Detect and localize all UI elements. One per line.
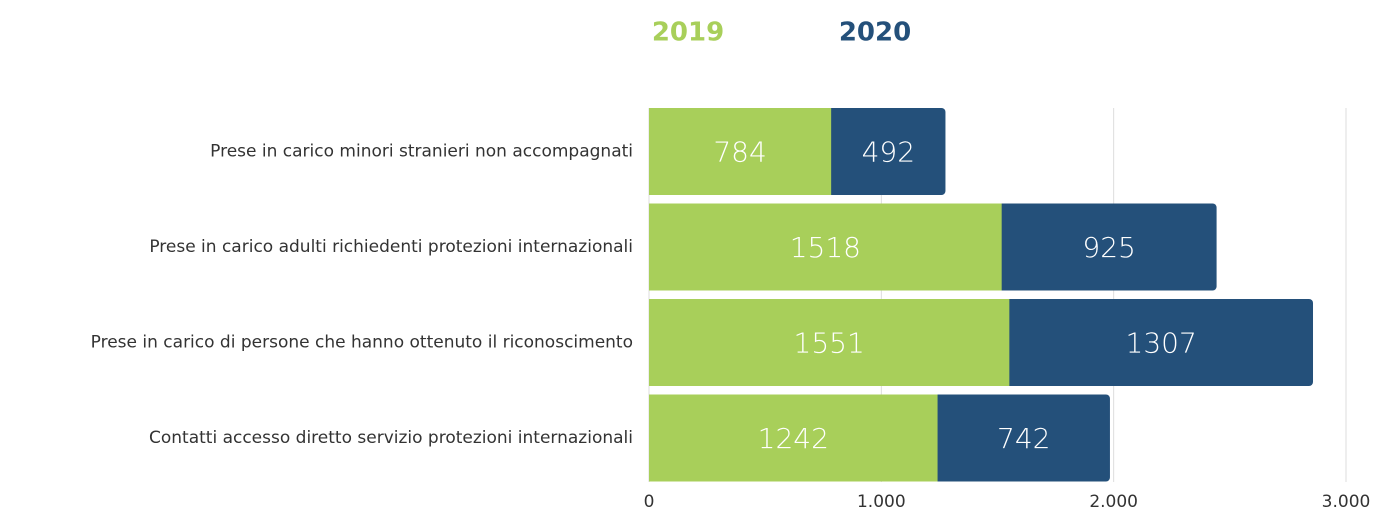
bar-segment [649, 299, 1010, 386]
legend-label: 2020 [839, 18, 911, 48]
bar-segment [931, 394, 1110, 482]
x-tick-label: 2.000 [1089, 492, 1138, 512]
value-label: 742 [997, 422, 1050, 455]
category-label: Prese in carico minori stranieri non acc… [210, 142, 633, 162]
category-label: Prese in carico di persone che hanno ott… [91, 333, 633, 353]
legend-label: 2019 [652, 18, 724, 48]
value-label: 925 [1082, 231, 1135, 264]
bar-segment [649, 203, 1002, 291]
x-tick-label: 1.000 [857, 492, 906, 512]
value-label: 1551 [794, 327, 865, 360]
x-tick-label: 0 [644, 492, 655, 512]
bar-segment [649, 108, 832, 195]
value-label: 784 [713, 136, 766, 169]
bar-segment [825, 108, 946, 195]
value-label: 1307 [1126, 327, 1197, 360]
bar-segment [995, 203, 1217, 291]
value-label: 1242 [758, 422, 829, 455]
category-label: Prese in carico adulti richiedenti prote… [149, 237, 633, 257]
bar-segment [649, 394, 938, 482]
x-tick-label: 3.000 [1322, 492, 1371, 512]
bar-segment [1003, 299, 1314, 386]
value-label: 1518 [790, 231, 861, 264]
category-label: Contatti accesso diretto servizio protez… [149, 428, 633, 448]
value-label: 492 [862, 136, 915, 169]
